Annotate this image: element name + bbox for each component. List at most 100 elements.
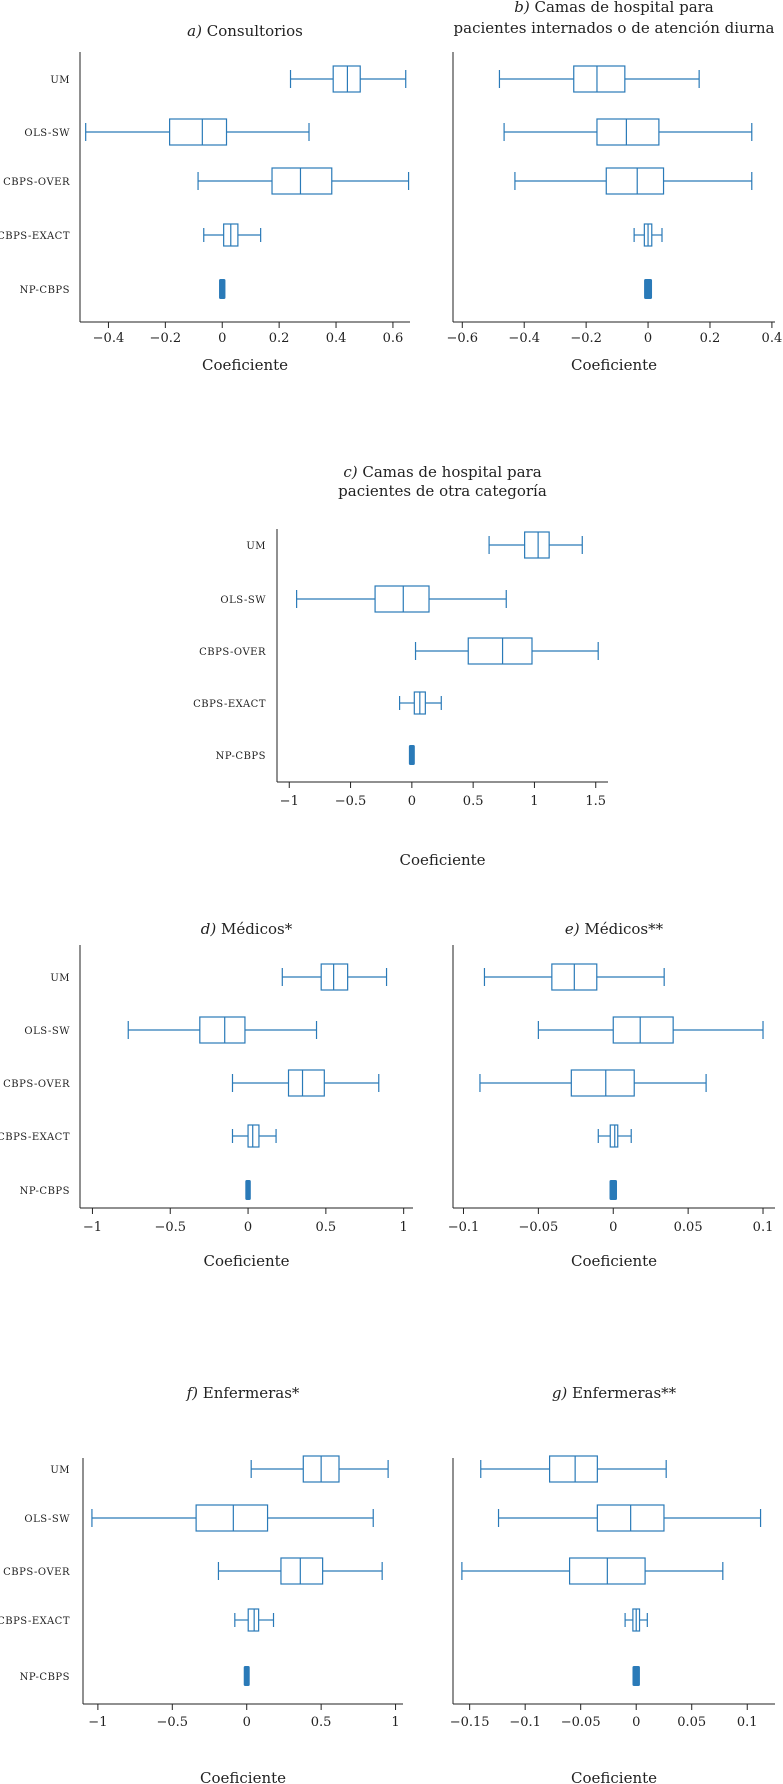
category-label: OLS-SW bbox=[220, 595, 266, 606]
iqr-box bbox=[612, 1016, 674, 1044]
x-tick-label: −1 bbox=[88, 1715, 107, 1730]
category-label: CBPS-EXACT bbox=[193, 699, 266, 710]
x-tick-label: −0.5 bbox=[157, 1715, 189, 1730]
iqr-box bbox=[548, 1455, 598, 1483]
x-tick-label: −0.4 bbox=[93, 331, 125, 346]
x-tick-label: 0 bbox=[408, 794, 416, 809]
panel-f-title: f) Enfermeras* bbox=[186, 1384, 300, 1402]
panel-a: a) Consultorios −0.4 −0.2 0 0.2 0.4 0.6 Coefici… bbox=[0, 22, 410, 374]
x-tick-label: 0 bbox=[644, 331, 652, 346]
panel-c-title: c) Camas de hospital para bbox=[343, 463, 541, 481]
iqr-box bbox=[195, 1504, 269, 1532]
boxplot-np-cbps bbox=[245, 1180, 251, 1200]
iqr-box bbox=[596, 118, 660, 146]
iqr-box bbox=[287, 1069, 325, 1097]
category-label: OLS-SW bbox=[24, 1026, 70, 1037]
boxplot-ols-sw bbox=[127, 1016, 318, 1044]
boxplot-cbps-over bbox=[231, 1069, 380, 1097]
boxplot-um bbox=[498, 65, 700, 93]
panel-g-title: g) Enfermeras** bbox=[552, 1384, 677, 1402]
x-tick-label: 0 bbox=[243, 1715, 251, 1730]
x-tick-label: −0.15 bbox=[450, 1715, 490, 1730]
boxplot-um bbox=[488, 531, 583, 559]
category-label: OLS-SW bbox=[24, 128, 70, 139]
boxplot-um bbox=[289, 65, 407, 93]
x-tick-label: −0.1 bbox=[509, 1715, 541, 1730]
x-tick-label: 0.1 bbox=[753, 1220, 774, 1235]
category-label: UM bbox=[246, 541, 266, 552]
panel-c-title: pacientes de otra categoría bbox=[338, 482, 547, 500]
boxplot-cbps-over bbox=[197, 167, 410, 195]
category-label: UM bbox=[50, 1465, 70, 1476]
x-tick-label: 0 bbox=[632, 1715, 640, 1730]
boxplot-cbps-over bbox=[514, 167, 753, 195]
iqr-box bbox=[247, 1608, 260, 1632]
x-tick-label: 0.2 bbox=[269, 331, 290, 346]
np-cbps-mark bbox=[632, 1666, 640, 1686]
x-axis-label: Coeficiente bbox=[571, 1769, 657, 1784]
panel-e-title: e) Médicos** bbox=[565, 920, 664, 938]
x-axis-label: Coeficiente bbox=[571, 1252, 657, 1270]
x-axis-label: Coeficiente bbox=[571, 356, 657, 374]
np-cbps-mark bbox=[243, 1666, 250, 1686]
np-cbps-mark bbox=[245, 1180, 251, 1200]
x-tick-label: −1 bbox=[83, 1220, 102, 1235]
panel-d: d) Médicos* −1 −0.5 0 0.5 1 Coeficiente UM OLS-S… bbox=[0, 920, 413, 1270]
boxplot-np-cbps bbox=[609, 1180, 617, 1200]
panel-g: g) Enfermeras** −0.15 −0.1 −0.05 0 0.05 0.1 Coe… bbox=[450, 1384, 775, 1784]
iqr-box bbox=[199, 1016, 246, 1044]
boxplot-cbps-over bbox=[479, 1069, 707, 1097]
iqr-box bbox=[524, 531, 550, 559]
boxplot-cbps-exact bbox=[597, 1124, 632, 1148]
boxplot-np-cbps bbox=[408, 745, 415, 765]
boxplot-ols-sw bbox=[85, 118, 310, 146]
x-axis-label: Coeficiente bbox=[203, 1252, 289, 1270]
x-tick-label: 1.5 bbox=[585, 794, 606, 809]
boxplot-um bbox=[281, 963, 388, 991]
boxplot-ols-sw bbox=[497, 1504, 762, 1532]
x-tick-label: 1 bbox=[530, 794, 538, 809]
x-axis-label: Coeficiente bbox=[399, 851, 485, 869]
panel-d-title: d) Médicos* bbox=[201, 920, 293, 938]
np-cbps-mark bbox=[609, 1180, 617, 1200]
np-cbps-mark bbox=[644, 279, 653, 299]
boxplot-cbps-exact bbox=[203, 223, 262, 247]
x-tick-label: 1 bbox=[391, 1715, 399, 1730]
x-tick-label: −0.05 bbox=[561, 1715, 601, 1730]
boxplot-cbps-exact bbox=[398, 691, 442, 715]
x-tick-label: 0.6 bbox=[383, 331, 404, 346]
iqr-box bbox=[570, 1069, 635, 1097]
category-label: NP-CBPS bbox=[20, 1186, 70, 1197]
iqr-box bbox=[605, 167, 665, 195]
x-tick-label: −0.05 bbox=[518, 1220, 558, 1235]
boxplot-um bbox=[250, 1455, 389, 1483]
category-label: CBPS-EXACT bbox=[0, 1616, 70, 1627]
x-tick-label: −0.4 bbox=[508, 331, 540, 346]
boxplot-cbps-exact bbox=[234, 1608, 275, 1632]
x-tick-label: −0.1 bbox=[448, 1220, 480, 1235]
x-tick-label: 0.5 bbox=[316, 1220, 337, 1235]
iqr-box bbox=[280, 1557, 324, 1585]
x-tick-label: 1 bbox=[400, 1220, 408, 1235]
boxplot-ols-sw bbox=[537, 1016, 764, 1044]
category-label: UM bbox=[50, 973, 70, 984]
boxplot-cbps-over bbox=[217, 1557, 383, 1585]
category-label: NP-CBPS bbox=[20, 1672, 70, 1683]
category-label: OLS-SW bbox=[24, 1514, 70, 1525]
x-tick-label: 0.4 bbox=[326, 331, 347, 346]
category-label: CBPS-OVER bbox=[3, 1567, 70, 1578]
np-cbps-mark bbox=[408, 745, 415, 765]
panel-f: f) Enfermeras* −1 −0.5 0 0.5 1 Coeficiente UM OL… bbox=[0, 1384, 403, 1784]
x-tick-label: −0.5 bbox=[154, 1220, 186, 1235]
x-tick-label: 0.4 bbox=[762, 331, 783, 346]
x-tick-label: 0.5 bbox=[311, 1715, 332, 1730]
x-tick-label: 0.05 bbox=[674, 1220, 703, 1235]
boxplot-cbps-exact bbox=[633, 223, 663, 247]
iqr-box bbox=[374, 585, 430, 613]
category-label: CBPS-EXACT bbox=[0, 1132, 70, 1143]
boxplot-ols-sw bbox=[503, 118, 753, 146]
boxplot-ols-sw bbox=[296, 585, 507, 613]
category-label: UM bbox=[50, 75, 70, 86]
